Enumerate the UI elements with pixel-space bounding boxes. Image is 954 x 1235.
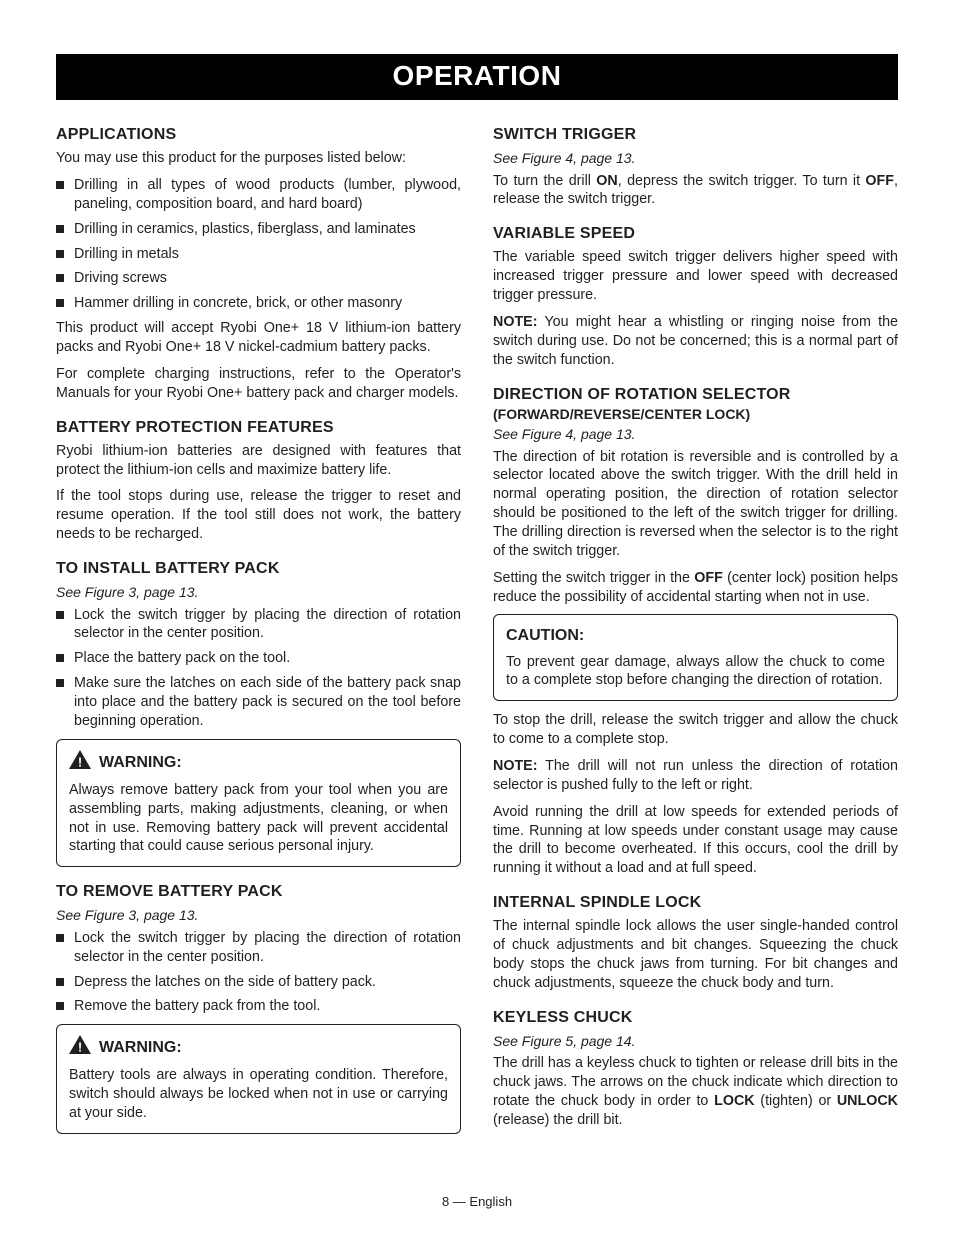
heading-spindle-lock: INTERNAL SPINDLE LOCK	[493, 892, 898, 913]
list-item: Place the battery pack on the tool.	[56, 649, 461, 668]
warning-heading: WARNING:	[99, 752, 182, 773]
heading-battery-protection: BATTERY PROTECTION FEATURES	[56, 417, 461, 438]
variable-speed-note: NOTE: You might hear a whistling or ring…	[493, 313, 898, 370]
after-caution-p1: To stop the drill, release the switch tr…	[493, 711, 898, 749]
figure-reference: See Figure 4, page 13.	[493, 425, 898, 443]
warning-box-1: ! WARNING: Always remove battery pack fr…	[56, 739, 461, 868]
svg-text:!: !	[78, 1040, 82, 1055]
figure-reference: See Figure 5, page 14.	[493, 1032, 898, 1050]
applications-intro: You may use this product for the purpose…	[56, 149, 461, 168]
applications-charging-ref: For complete charging instructions, refe…	[56, 365, 461, 403]
subheading-direction: (FORWARD/REVERSE/CENTER LOCK)	[493, 405, 898, 423]
caution-heading: CAUTION:	[506, 625, 584, 646]
list-item: Depress the latches on the side of batte…	[56, 973, 461, 992]
remove-battery-list: Lock the switch trigger by placing the d…	[56, 929, 461, 1016]
applications-list: Drilling in all types of wood products (…	[56, 176, 461, 313]
variable-speed-p1: The variable speed switch trigger delive…	[493, 248, 898, 305]
warning-box-2: ! WARNING: Battery tools are always in o…	[56, 1024, 461, 1134]
direction-p2: Setting the switch trigger in the OFF (c…	[493, 569, 898, 607]
warning-icon: !	[69, 750, 91, 775]
after-caution-p3: Avoid running the drill at low speeds fo…	[493, 803, 898, 878]
section-title-bar: OPERATION	[56, 54, 898, 100]
keyless-chuck-body: The drill has a keyless chuck to tighten…	[493, 1054, 898, 1129]
install-battery-list: Lock the switch trigger by placing the d…	[56, 606, 461, 731]
list-item: Driving screws	[56, 269, 461, 288]
list-item: Drilling in ceramics, plastics, fibergla…	[56, 220, 461, 239]
warning-heading: WARNING:	[99, 1037, 182, 1058]
figure-reference: See Figure 4, page 13.	[493, 149, 898, 167]
figure-reference: See Figure 3, page 13.	[56, 583, 461, 601]
figure-reference: See Figure 3, page 13.	[56, 906, 461, 924]
heading-remove-battery: TO REMOVE BATTERY PACK	[56, 881, 461, 902]
list-item: Lock the switch trigger by placing the d…	[56, 929, 461, 967]
battery-protection-p2: If the tool stops during use, release th…	[56, 487, 461, 544]
heading-install-battery: TO INSTALL BATTERY PACK	[56, 558, 461, 579]
page-footer: 8 — English	[0, 1194, 954, 1209]
caution-box: CAUTION: To prevent gear damage, always …	[493, 614, 898, 701]
after-caution-note: NOTE: The drill will not run unless the …	[493, 757, 898, 795]
list-item: Hammer drilling in concrete, brick, or o…	[56, 294, 461, 313]
svg-text:!: !	[78, 754, 82, 769]
caution-body: To prevent gear damage, always allow the…	[506, 653, 885, 691]
spindle-lock-body: The internal spindle lock allows the use…	[493, 917, 898, 992]
battery-protection-p1: Ryobi lithium-ion batteries are designed…	[56, 442, 461, 480]
list-item: Lock the switch trigger by placing the d…	[56, 606, 461, 644]
list-item: Drilling in metals	[56, 245, 461, 264]
warning-icon: !	[69, 1035, 91, 1060]
left-column: APPLICATIONS You may use this product fo…	[56, 118, 461, 1144]
heading-variable-speed: VARIABLE SPEED	[493, 223, 898, 244]
heading-applications: APPLICATIONS	[56, 124, 461, 145]
warning-body: Always remove battery pack from your too…	[69, 781, 448, 856]
heading-direction-rotation: DIRECTION OF ROTATION SELECTOR	[493, 384, 898, 405]
heading-keyless-chuck: KEYLESS CHUCK	[493, 1007, 898, 1028]
list-item: Remove the battery pack from the tool.	[56, 997, 461, 1016]
warning-body: Battery tools are always in operating co…	[69, 1066, 448, 1123]
switch-trigger-body: To turn the drill ON, depress the switch…	[493, 172, 898, 210]
right-column: SWITCH TRIGGER See Figure 4, page 13. To…	[493, 118, 898, 1144]
heading-switch-trigger: SWITCH TRIGGER	[493, 124, 898, 145]
direction-p1: The direction of bit rotation is reversi…	[493, 448, 898, 561]
applications-accept-packs: This product will accept Ryobi One+ 18 V…	[56, 319, 461, 357]
list-item: Drilling in all types of wood products (…	[56, 176, 461, 214]
list-item: Make sure the latches on each side of th…	[56, 674, 461, 731]
